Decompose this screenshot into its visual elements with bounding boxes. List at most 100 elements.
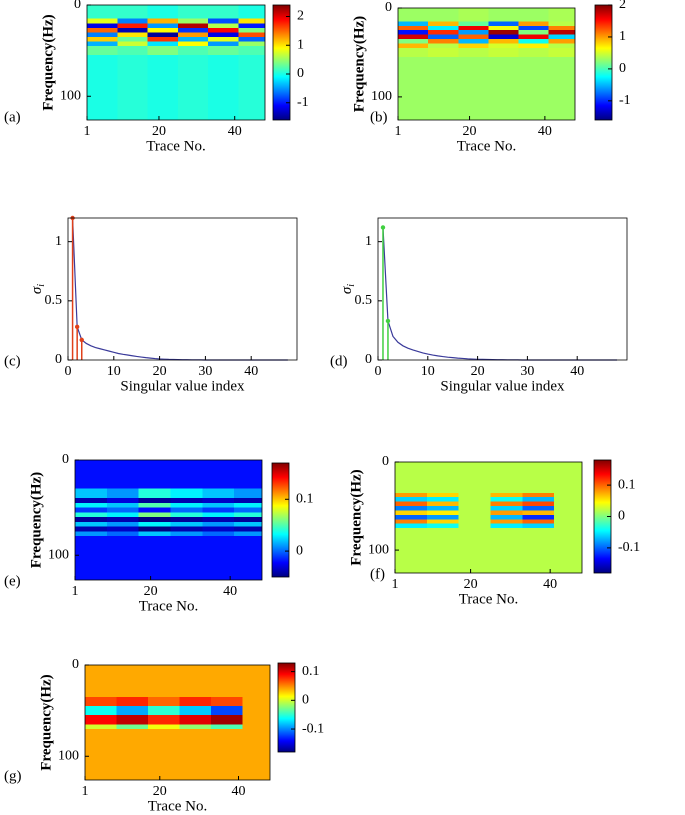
heatmap-cell	[116, 724, 148, 729]
heatmap-cell	[177, 32, 209, 37]
heatmap-cell	[458, 492, 491, 498]
heatmap-cell	[138, 498, 171, 503]
heatmap-cell	[106, 521, 139, 527]
heatmap-cell	[208, 36, 239, 42]
heatmap-cell	[238, 41, 265, 47]
heatmap-cell	[138, 536, 171, 580]
colorbar-tick-label: 0.1	[296, 491, 314, 506]
x-tick-label: 1	[395, 124, 402, 139]
heatmap-cell	[202, 531, 235, 537]
heatmap-cell	[106, 536, 139, 580]
heatmap-cell	[426, 523, 459, 529]
heatmap-cell	[177, 5, 209, 19]
heatmap-cell	[490, 462, 523, 493]
y-axis-label: Frequency(Hz)	[40, 14, 56, 110]
heatmap-cell	[179, 706, 211, 716]
heatmap-cell	[426, 510, 459, 515]
heatmap-cell	[238, 18, 265, 24]
heatmap-cell	[177, 55, 209, 121]
heatmap-cell	[548, 25, 575, 31]
heatmap-cell	[210, 665, 243, 697]
heatmap-cell	[87, 5, 118, 19]
y-axis-label: Frequency(Hz)	[28, 472, 44, 568]
heatmap-cell	[234, 488, 262, 499]
heatmap-cell	[426, 492, 459, 498]
heatmap-cell	[75, 460, 107, 489]
x-tick-label: 40	[570, 364, 584, 379]
panel-label: (b)	[370, 109, 388, 125]
heatmap-cell	[87, 23, 118, 28]
x-axis-label: Singular value index	[440, 378, 565, 394]
heatmap-cell	[458, 462, 491, 493]
y-axis-label-subscript: i	[36, 284, 47, 287]
heatmap-cell	[522, 519, 555, 524]
axes-frame	[67, 217, 298, 361]
y-tick-label: 0	[55, 352, 62, 367]
heatmap-cell	[522, 462, 555, 493]
x-tick-label: 20	[471, 364, 485, 379]
heatmap-cell	[210, 696, 243, 707]
heatmap-cell	[170, 507, 203, 513]
colorbar-tick-label: 2	[297, 9, 304, 24]
y-tick-label: 0	[365, 352, 372, 367]
heatmap-cell	[518, 25, 549, 31]
heatmap-cell	[208, 32, 239, 37]
heatmap-cell	[395, 506, 427, 511]
heatmap-cell	[554, 497, 582, 502]
heatmap-cell	[138, 502, 171, 508]
heatmap-cell	[179, 665, 211, 697]
axes-frame	[377, 217, 628, 361]
y-tick-label: 0	[72, 657, 79, 672]
heatmap-cell	[177, 18, 209, 24]
x-axis-label: Trace No.	[459, 591, 518, 607]
heatmap-cell	[428, 39, 459, 44]
heatmap-cell	[117, 5, 148, 19]
heatmap-cell	[208, 5, 239, 19]
heatmap-cell	[170, 488, 203, 499]
heatmap-cell	[85, 715, 117, 725]
heatmap-cell	[395, 519, 427, 524]
heatmap-cell	[138, 507, 171, 513]
axes-frame	[74, 459, 263, 581]
heatmap-cell	[428, 8, 459, 22]
heatmap-cell	[177, 23, 209, 28]
heatmap-cell	[210, 706, 243, 716]
heatmap-cell	[147, 5, 178, 19]
y-tick-label: 0	[74, 0, 81, 12]
heatmap-cell	[117, 55, 148, 121]
heatmap-cell	[554, 501, 582, 507]
heatmap-cell	[395, 510, 427, 515]
colorbar-tick-label: 0	[296, 543, 303, 558]
heatmap-cell	[234, 521, 262, 527]
heatmap-cell	[85, 696, 117, 707]
panel-label: (a)	[4, 109, 21, 125]
heatmap-cell	[238, 23, 265, 28]
heatmap-cell	[458, 519, 491, 524]
heatmap-cell	[458, 528, 491, 573]
colorbar-tick-label: 0.1	[302, 664, 320, 679]
heatmap-cell	[85, 728, 117, 780]
heatmap-cell	[426, 519, 459, 524]
heatmap-cell	[458, 39, 489, 44]
heatmap-cell	[488, 8, 519, 22]
heatmap-cell	[75, 536, 107, 580]
y-tick-label: 0.5	[45, 293, 63, 308]
y-axis-label-subscript: i	[346, 284, 357, 287]
heatmap-cell	[428, 34, 459, 40]
heatmap-cell	[490, 497, 523, 502]
heatmap-cell	[117, 23, 148, 28]
heatmap-cell	[170, 521, 203, 527]
heatmap-cell	[522, 506, 555, 511]
heatmap-cell	[522, 492, 555, 498]
heatmap-cell	[147, 36, 178, 42]
heatmap-cell	[488, 39, 519, 44]
heatmap-cell	[395, 462, 427, 493]
heatmap-cell	[548, 34, 575, 40]
heatmap-cell	[234, 526, 262, 532]
heatmap-cell	[426, 497, 459, 502]
heatmap-cell	[106, 526, 139, 532]
heatmap-cell	[147, 32, 178, 37]
heatmap-cell	[147, 46, 178, 56]
colorbar	[277, 662, 296, 753]
